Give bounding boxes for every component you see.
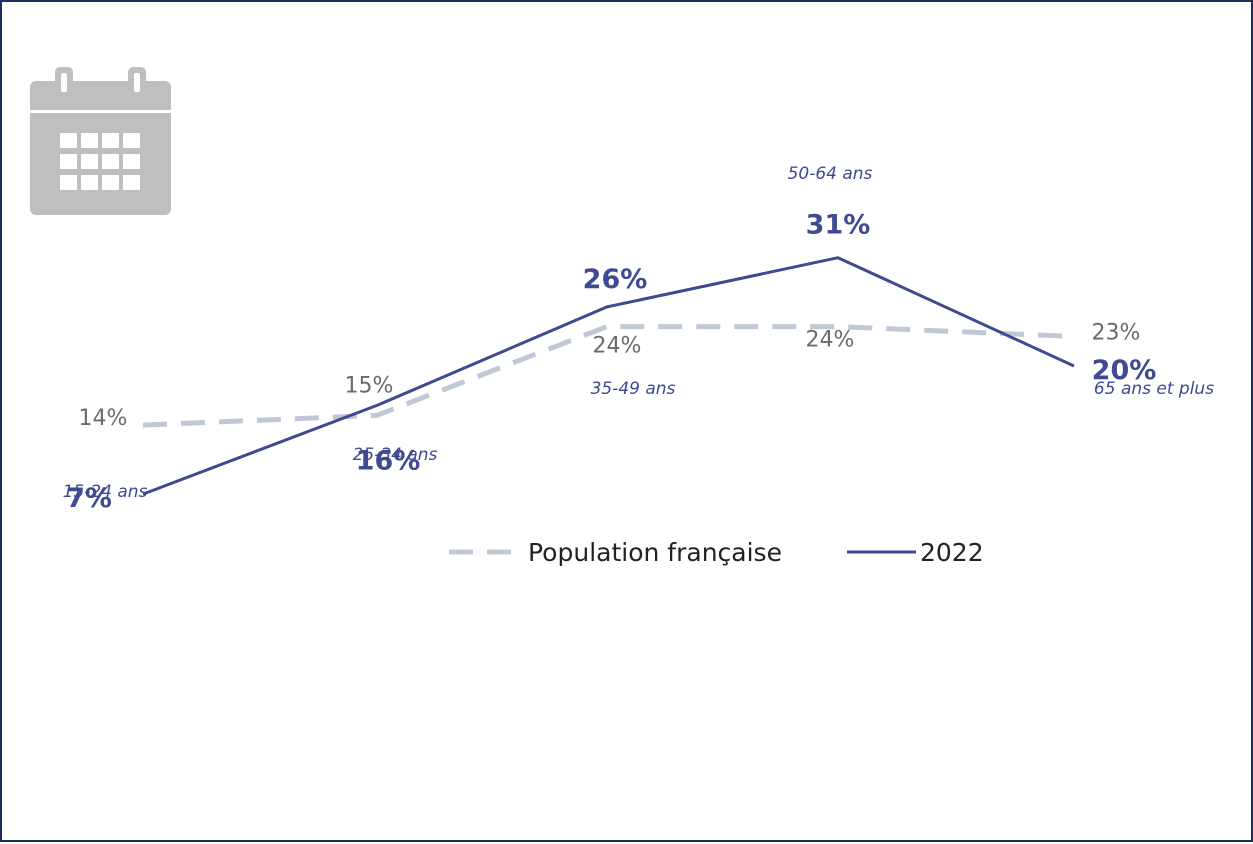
data-label-2022: 7%	[66, 483, 112, 514]
category-label: 65 ans et plus	[1094, 379, 1214, 399]
calendar-icon	[30, 67, 171, 215]
data-label-2022: 20%	[1092, 355, 1157, 386]
category-label: 15-24 ans	[63, 482, 148, 502]
data-label-population: 23%	[1092, 320, 1141, 345]
series-line-population	[142, 324, 1075, 428]
data-label-2022: 16%	[356, 445, 421, 476]
category-label: 50-64 ans	[788, 164, 873, 184]
category-label: 35-49 ans	[591, 379, 676, 399]
data-label-population: 24%	[593, 334, 642, 359]
chart-legend: Population française 2022	[449, 538, 984, 567]
data-label-2022: 31%	[806, 210, 871, 241]
data-label-population: 14%	[79, 406, 128, 431]
data-label-population: 15%	[345, 373, 394, 398]
data-label-population: 24%	[806, 328, 855, 353]
data-label-2022: 26%	[583, 264, 648, 295]
series-line-2022	[142, 256, 1075, 496]
legend-label-population: Population française	[528, 538, 782, 567]
category-label: 25-34 ans	[353, 445, 438, 465]
chart-marks: 14% 15% 24% 24% 23% 7% 16% 26% 31% 20% 15-24 ans 25…	[63, 164, 1215, 514]
legend-label-2022: 2022	[920, 538, 984, 567]
